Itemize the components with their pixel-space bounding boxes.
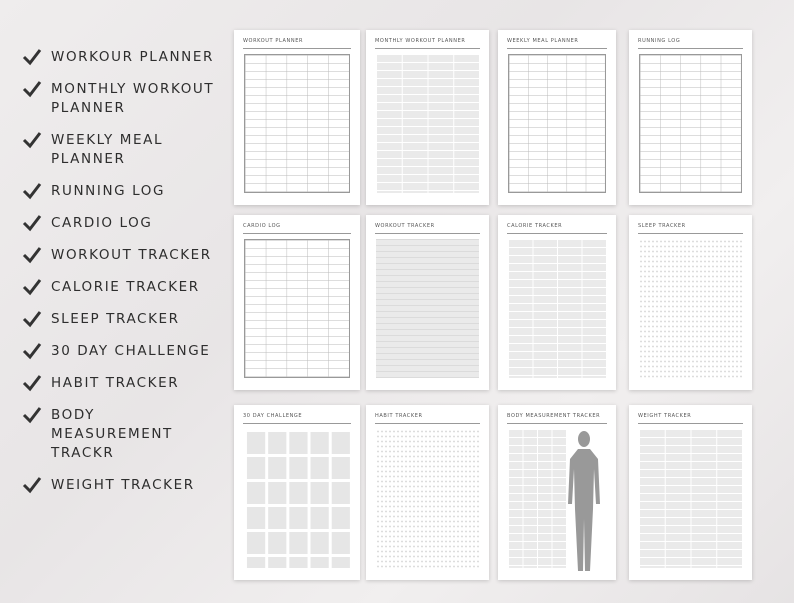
page-preview: Monthly Workout Planner [366,30,489,205]
page-layout [244,429,350,568]
page-title: Weight Tracker [638,413,743,424]
page-title: Workout Planner [243,38,351,49]
feature-item: Cardio Log [22,214,222,233]
feature-label: Calorie Tracker [51,279,200,295]
checkmark-icon [22,407,42,424]
feature-item: Weekly Meal Planner [22,131,222,169]
feature-item: Calorie Tracker [22,278,222,297]
feature-list: Workour Planner Monthly Workout Planner We… [22,48,222,508]
checkmark-icon [22,215,42,232]
page-title: Weekly Meal Planner [507,38,607,49]
feature-label: Workout Tracker [51,247,212,263]
feature-label: Weight Tracker [51,477,195,493]
checkmark-icon [22,247,42,264]
feature-item: 30 Day Challenge [22,342,222,361]
page-title: Sleep Tracker [638,223,743,234]
page-title: 30 Day Challenge [243,413,351,424]
checkmark-icon [22,132,42,149]
page-title: Body Measurement Tracker [507,413,607,424]
page-layout [376,429,479,568]
page-title: Monthly Workout Planner [375,38,480,49]
feature-label: Weekly Meal Planner [51,132,164,167]
feature-item: Habit Tracker [22,374,222,393]
feature-item: Workout Tracker [22,246,222,265]
feature-label: Running Log [51,183,166,199]
feature-label: Body Measurement Trackr [51,407,173,461]
feature-item: Sleep Tracker [22,310,222,329]
checkmark-icon [22,279,42,296]
checkmark-icon [22,375,42,392]
checkmark-icon [22,81,42,98]
page-preview: Weekly Meal Planner [498,30,616,205]
feature-label: Monthly Workout Planner [51,81,215,116]
page-preview: Workout Planner [234,30,360,205]
page-title: Cardio Log [243,223,351,234]
checkmark-icon [22,477,42,494]
page-layout [244,54,350,193]
page-layout [639,239,742,378]
page-preview: Cardio Log [234,215,360,390]
feature-label: Sleep Tracker [51,311,180,327]
page-preview: Workout Tracker [366,215,489,390]
page-preview: Calorie Tracker [498,215,616,390]
page-preview: Body Measurement Tracker [498,405,616,580]
checkmark-icon [22,183,42,200]
page-preview: 30 Day Challenge [234,405,360,580]
page-title: Workout Tracker [375,223,480,234]
page-layout [508,429,566,568]
page-layout [508,54,606,193]
page-layout [376,54,479,193]
feature-item: Weight Tracker [22,476,222,495]
feature-item: Monthly Workout Planner [22,80,222,118]
page-layout [376,239,479,378]
feature-label: Cardio Log [51,215,153,231]
page-title: Running Log [638,38,743,49]
checkmark-icon [22,343,42,360]
page-preview: Sleep Tracker [629,215,752,390]
checkmark-icon [22,311,42,328]
page-layout [639,429,742,568]
feature-label: 30 Day Challenge [51,343,211,359]
feature-label: Habit Tracker [51,375,180,391]
feature-item: Body Measurement Trackr [22,406,222,463]
body-silhouette-icon [568,431,600,571]
page-preview: Weight Tracker [629,405,752,580]
page-title: Habit Tracker [375,413,480,424]
page-layout [244,239,350,378]
page-preview: Running Log [629,30,752,205]
feature-label: Workour Planner [51,49,214,65]
page-title: Calorie Tracker [507,223,607,234]
page-preview: Habit Tracker [366,405,489,580]
page-layout [508,239,606,378]
feature-item: Workour Planner [22,48,222,67]
checkmark-icon [22,49,42,66]
page-layout [639,54,742,193]
feature-item: Running Log [22,182,222,201]
